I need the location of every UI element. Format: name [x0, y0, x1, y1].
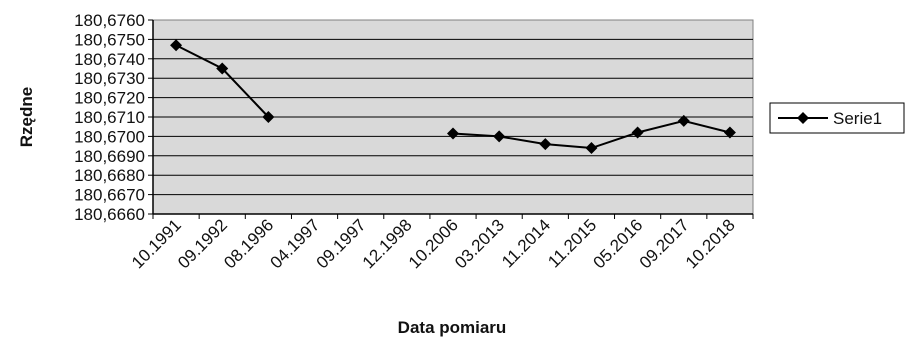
legend-marker-diamond [797, 112, 809, 124]
y-tick-labels: 180,6760180,6750180,6740180,6730180,6720… [74, 11, 145, 224]
y-tick-label: 180,6730 [74, 69, 145, 88]
x-tick-label: 09.1992 [174, 215, 231, 272]
data-point [677, 114, 690, 127]
y-tick-label: 180,6750 [74, 30, 145, 49]
x-tick-label: 12.1998 [359, 215, 416, 272]
x-tick-label: 10.2018 [682, 215, 739, 272]
x-tick-label: 09.2017 [636, 215, 693, 272]
y-axis-title: Rzędne [17, 87, 36, 147]
y-tick-label: 180,6760 [74, 11, 145, 30]
data-point [631, 126, 644, 139]
x-tick-label: 05.2016 [590, 215, 647, 272]
series-markers [170, 39, 736, 155]
x-tick-label: 08.1996 [220, 215, 277, 272]
y-tick-label: 180,6680 [74, 166, 145, 185]
x-tick-label: 04.1997 [266, 215, 323, 272]
data-point [493, 130, 506, 143]
data-point [585, 142, 598, 155]
data-point [447, 127, 459, 140]
x-tick-label: 11.2014 [498, 215, 554, 271]
x-tick-labels: 10.199109.199208.199604.199709.199712.19… [128, 215, 739, 272]
y-tick-label: 180,6720 [74, 89, 145, 108]
y-tick-label: 180,6740 [74, 50, 145, 69]
data-point [170, 39, 183, 52]
data-point [723, 126, 736, 139]
x-tick-label: 09.1997 [313, 215, 370, 272]
x-tick-label: 10.2006 [405, 215, 462, 272]
axes [148, 19, 754, 219]
y-tick-label: 180,6690 [74, 147, 145, 166]
data-point [539, 138, 552, 151]
y-tick-label: 180,6710 [74, 108, 145, 127]
y-tick-label: 180,6670 [74, 186, 145, 205]
x-tick-label: 11.2015 [544, 215, 600, 271]
legend: Serie1 [769, 102, 905, 134]
x-tick-label: 03.2013 [451, 215, 508, 272]
x-axis-title: Data pomiaru [398, 318, 507, 337]
data-point [262, 111, 275, 123]
data-point [216, 62, 229, 75]
y-tick-label: 180,6700 [74, 127, 145, 146]
y-tick-label: 180,6660 [74, 205, 145, 224]
legend-label: Serie1 [833, 109, 882, 128]
